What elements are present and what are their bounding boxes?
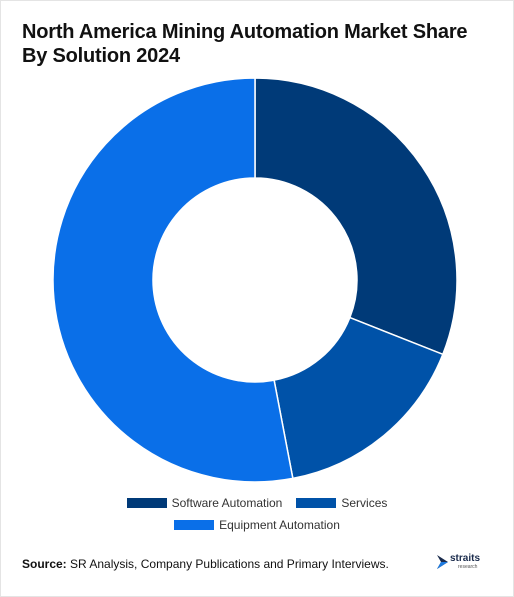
- donut-slice-software-automation: [254, 77, 458, 356]
- legend-swatch-software-automation: [126, 498, 167, 508]
- donut-chart: [52, 77, 458, 483]
- legend-label-equipment-automation: Equipment Automation: [219, 518, 340, 532]
- logo-text: straits: [450, 553, 481, 564]
- legend-row-1: Software Automation Services: [0, 492, 514, 514]
- chart-title: North America Mining Automation Market S…: [22, 21, 468, 67]
- donut-slice-equipment-automation: [52, 77, 294, 483]
- legend-swatch-equipment-automation: [174, 520, 215, 530]
- legend: Software Automation Services Equipment A…: [0, 492, 514, 536]
- legend-swatch-services: [296, 498, 337, 508]
- logo-mark-icon: [437, 555, 448, 569]
- straits-research-logo: straits research: [436, 553, 496, 573]
- legend-label-software-automation: Software Automation: [171, 496, 283, 510]
- source-note: Source: SR Analysis, Company Publication…: [22, 557, 389, 571]
- legend-item-software-automation: Software Automation: [126, 496, 283, 510]
- logo-subtext: research: [458, 564, 478, 570]
- source-text: SR Analysis, Company Publications and Pr…: [70, 557, 389, 571]
- legend-label-services: Services: [341, 496, 388, 510]
- donut-slice-services: [273, 316, 444, 480]
- legend-row-2: Equipment Automation: [0, 514, 514, 536]
- legend-item-equipment-automation: Equipment Automation: [174, 518, 340, 532]
- legend-item-services: Services: [296, 496, 387, 510]
- source-label: Source:: [22, 557, 67, 571]
